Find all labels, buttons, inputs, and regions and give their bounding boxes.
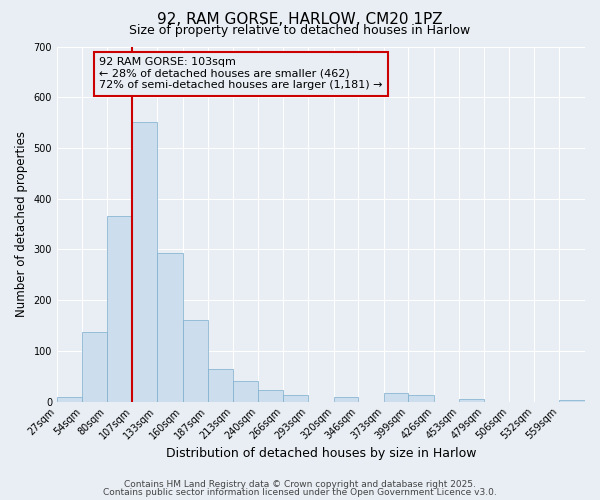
Bar <box>82 332 107 402</box>
Bar <box>258 390 283 402</box>
Y-axis label: Number of detached properties: Number of detached properties <box>15 131 28 317</box>
Bar <box>182 320 208 402</box>
Text: Contains public sector information licensed under the Open Government Licence v3: Contains public sector information licen… <box>103 488 497 497</box>
Text: Size of property relative to detached houses in Harlow: Size of property relative to detached ho… <box>130 24 470 37</box>
Bar <box>107 216 133 402</box>
Bar <box>384 392 409 402</box>
Text: 92, RAM GORSE, HARLOW, CM20 1PZ: 92, RAM GORSE, HARLOW, CM20 1PZ <box>157 12 443 28</box>
Bar <box>233 382 258 402</box>
Bar <box>409 395 434 402</box>
Bar <box>460 399 484 402</box>
Bar <box>208 368 233 402</box>
Text: Contains HM Land Registry data © Crown copyright and database right 2025.: Contains HM Land Registry data © Crown c… <box>124 480 476 489</box>
Bar <box>334 396 358 402</box>
Bar <box>133 122 157 402</box>
Text: 92 RAM GORSE: 103sqm
← 28% of detached houses are smaller (462)
72% of semi-deta: 92 RAM GORSE: 103sqm ← 28% of detached h… <box>99 57 383 90</box>
Bar <box>283 395 308 402</box>
Bar <box>157 253 182 402</box>
Bar <box>559 400 585 402</box>
X-axis label: Distribution of detached houses by size in Harlow: Distribution of detached houses by size … <box>166 447 476 460</box>
Bar <box>57 396 82 402</box>
